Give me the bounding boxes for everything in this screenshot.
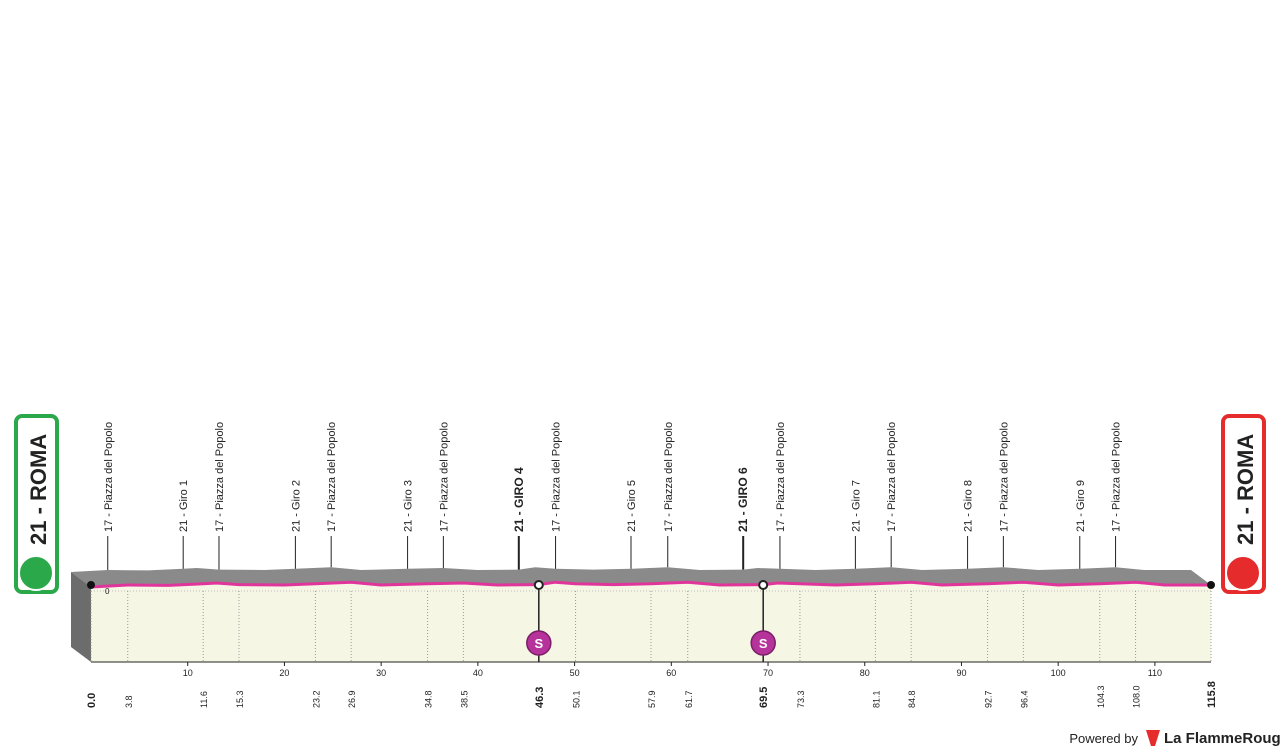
start-point [87, 581, 95, 589]
distance-label: 115.8 [1206, 681, 1218, 708]
profile-wall [71, 572, 91, 662]
distance-label: 84.8 [907, 690, 917, 708]
finish-badge [1221, 414, 1266, 594]
waypoint-label: 17 - Piazza del Popolo [103, 422, 115, 532]
distance-label: 15.3 [235, 690, 245, 708]
waypoint-label: 17 - Piazza del Popolo [1111, 422, 1123, 532]
waypoint-label: 21 - GIRO 4 [512, 467, 526, 532]
x-tick-label: 50 [570, 668, 580, 678]
start-icon [18, 555, 54, 591]
waypoint-label: 17 - Piazza del Popolo [214, 422, 226, 532]
distance-label: 26.9 [347, 690, 357, 708]
distance-label: 108.0 [1132, 685, 1142, 708]
sprint-badge [526, 630, 552, 656]
start-badge [14, 414, 59, 594]
x-tick-label: 60 [666, 668, 676, 678]
waypoint-label: 17 - Piazza del Popolo [775, 422, 787, 532]
distance-label: 3.8 [124, 695, 134, 708]
waypoint-label: 21 - Giro 5 [626, 480, 638, 532]
waypoint-label: 21 - Giro 7 [850, 480, 862, 532]
distance-label: 0.0 [86, 693, 98, 708]
waypoint-label: 21 - GIRO 6 [736, 467, 750, 532]
profile-face [91, 582, 1211, 662]
start-label: 21 - ROMA [26, 434, 51, 545]
x-tick-label: 20 [279, 668, 289, 678]
waypoint-label: 17 - Piazza del Popolo [551, 422, 563, 532]
distance-label: 73.3 [796, 690, 806, 708]
elevation-line [90, 580, 1211, 589]
finish-icon [1225, 555, 1261, 591]
distance-label: 92.7 [984, 690, 994, 708]
brand-logo [1146, 730, 1160, 746]
x-tick-label: 10 [183, 668, 193, 678]
x-tick-label: 80 [860, 668, 870, 678]
distance-label: 46.3 [534, 687, 546, 708]
distance-label: 61.7 [684, 690, 694, 708]
powered-by: Powered by [1069, 731, 1138, 746]
distance-label: 104.3 [1096, 685, 1106, 708]
waypoint-label: 17 - Piazza del Popolo [663, 422, 675, 532]
sprint-point [533, 580, 544, 590]
finish-point [1207, 581, 1215, 589]
finish-label: 21 - ROMA [1233, 434, 1258, 545]
distance-label: 38.5 [459, 690, 469, 708]
x-tick-label: 30 [376, 668, 386, 678]
waypoint-label: 17 - Piazza del Popolo [326, 422, 338, 532]
y-tick-label: 0 [105, 587, 110, 596]
waypoint-label: 17 - Piazza del Popolo [438, 422, 450, 532]
distance-label: 23.2 [311, 690, 321, 708]
waypoint-label: 21 - Giro 2 [290, 480, 302, 532]
sprint-badge [750, 630, 776, 656]
distance-label: 96.4 [1019, 690, 1029, 708]
distance-label: 69.5 [758, 687, 770, 708]
sprint-label: S [759, 636, 768, 651]
sprint-point [758, 580, 769, 590]
waypoint-label: 21 - Giro 1 [178, 480, 190, 532]
brand: La FlammeRouge [1164, 730, 1280, 747]
x-tick-label: 70 [763, 668, 773, 678]
waypoint-label: 21 - Giro 8 [963, 480, 975, 532]
distance-label: 50.1 [572, 690, 582, 708]
sprint-label: S [534, 636, 543, 651]
distance-label: 57.9 [647, 690, 657, 708]
x-tick-label: 100 [1051, 668, 1066, 678]
waypoint-label: 21 - Giro 3 [403, 480, 415, 532]
x-tick-label: 40 [473, 668, 483, 678]
waypoint-label: 17 - Piazza del Popolo [886, 422, 898, 532]
x-tick-label: 90 [956, 668, 966, 678]
waypoint-label: 17 - Piazza del Popolo [998, 422, 1010, 532]
distance-label: 11.6 [199, 691, 209, 708]
x-tick-label: 110 [1148, 668, 1162, 678]
distance-label: 81.1 [871, 690, 881, 708]
waypoint-label: 21 - Giro 9 [1075, 480, 1087, 532]
distance-label: 34.8 [424, 690, 434, 708]
